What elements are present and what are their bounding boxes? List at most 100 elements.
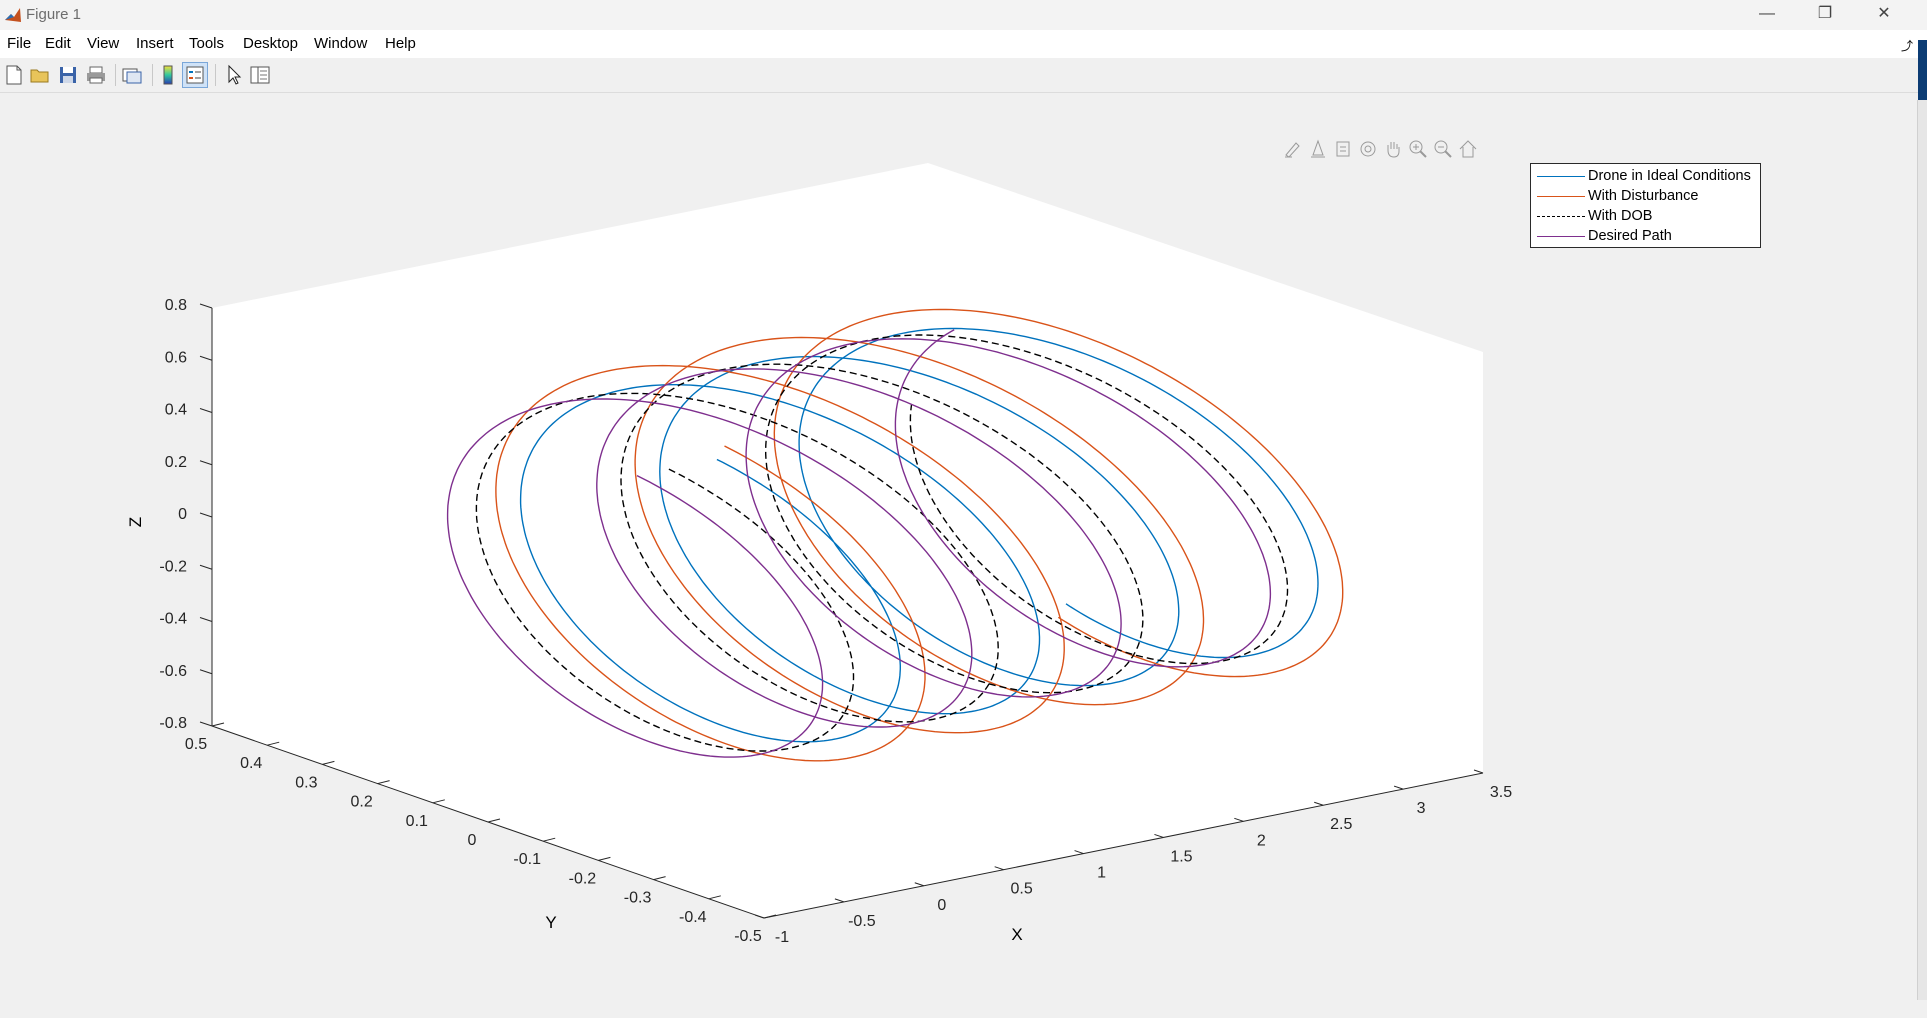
y-axis-label: Y (545, 913, 556, 932)
x-axis-label: X (1011, 925, 1022, 944)
y-tick-label: 0.5 (185, 736, 207, 753)
brush-icon[interactable] (1282, 138, 1304, 160)
z-tick-label: 0.4 (165, 402, 187, 419)
y-tick-label: -0.3 (624, 890, 652, 907)
menu-edit[interactable]: Edit (45, 35, 71, 52)
y-tick-mark (763, 914, 777, 919)
axis-ticks: -1 -0.5 0 0.5 1 1.5 2 2.5 3 3.5 -0.5 -0.4 -0.3 -0.2 -0… (159, 297, 1512, 946)
property-inspector-icon[interactable] (248, 63, 272, 87)
toolbar-separator (215, 64, 216, 86)
z-tick-mark (199, 460, 213, 466)
x-tick-mark (1473, 769, 1484, 774)
pan-icon[interactable] (1382, 138, 1404, 160)
insert-colorbar-icon[interactable] (156, 63, 180, 87)
legend-swatch-ideal (1537, 176, 1585, 177)
z-tick-label: -0.2 (159, 558, 187, 575)
legend-entry: Desired Path (1531, 226, 1760, 246)
window-edge-accent (1918, 40, 1927, 100)
x-tick-mark (1154, 833, 1164, 838)
y-tick-mark (432, 799, 445, 804)
y-tick-mark (322, 760, 335, 765)
axes-box-background (212, 163, 1483, 918)
x-tick-label: 3 (1417, 800, 1426, 817)
menu-tools[interactable]: Tools (189, 35, 225, 52)
legend-entry: With Disturbance (1531, 186, 1760, 206)
y-tick-label: -0.5 (734, 928, 762, 945)
open-file-icon[interactable] (28, 63, 52, 87)
home-icon[interactable] (1457, 138, 1479, 160)
x-tick-label: -0.5 (848, 913, 876, 930)
menu-desktop[interactable]: Desktop (243, 35, 299, 52)
insert-legend-icon[interactable] (182, 62, 208, 88)
menu-window[interactable]: Window (314, 35, 368, 52)
x-tick-mark (914, 882, 924, 887)
menu-insert[interactable]: Insert (136, 35, 174, 52)
series-line-0 (519, 327, 1319, 743)
link-plot-icon[interactable] (120, 63, 144, 87)
x-tick-mark (834, 898, 845, 903)
x-tick-label: 1.5 (1170, 848, 1192, 865)
z-tick-label: 0.2 (165, 454, 187, 471)
x-tick-label: 0.5 (1011, 881, 1033, 898)
z-tick-mark (199, 564, 213, 570)
legend-label: With Disturbance (1588, 188, 1699, 204)
x-axis-line (763, 772, 1484, 919)
y-tick-label: 0.3 (295, 774, 317, 791)
minimize-button[interactable]: — (1759, 5, 1775, 22)
restore-button[interactable]: ❐ (1817, 5, 1833, 22)
y-tick-mark (487, 818, 501, 823)
series-line-2 (475, 334, 1289, 752)
menu-help[interactable]: Help (385, 35, 416, 52)
z-tick-label: -0.8 (159, 715, 187, 732)
legend-label: With DOB (1588, 208, 1653, 224)
y-tick-label: -0.4 (679, 909, 707, 926)
x-tick-mark (1234, 817, 1244, 822)
z-tick-mark (199, 669, 213, 675)
y-tick-mark (211, 722, 225, 727)
x-tick-mark (754, 914, 765, 919)
y-tick-mark (653, 876, 666, 881)
matlab-icon (5, 8, 21, 22)
x-tick-mark (1393, 785, 1404, 790)
z-tick-label: -0.6 (159, 663, 187, 680)
legend-swatch-disturbance (1537, 196, 1585, 197)
zoom-in-icon[interactable] (1407, 138, 1429, 160)
data-tips-icon[interactable] (1307, 138, 1329, 160)
x-tick-label: 0 (937, 897, 946, 914)
z-tick-mark (199, 355, 213, 361)
legend-swatch-dob (1537, 216, 1585, 217)
toolbar-separator (115, 64, 116, 86)
z-tick-mark (199, 721, 213, 727)
figure-canvas[interactable]: -1 -0.5 0 0.5 1 1.5 2 2.5 3 3.5 -0.5 -0.4 -0.3 -0.2 -0… (0, 93, 1918, 1018)
rotate-3d-icon[interactable] (1357, 138, 1379, 160)
new-figure-icon[interactable] (2, 63, 26, 87)
x-tick-label: 3.5 (1490, 784, 1512, 801)
y-tick-label: 0.1 (406, 813, 428, 830)
y-tick-label: 0 (468, 832, 477, 849)
edit-plot-icon[interactable] (222, 63, 246, 87)
y-tick-label: -0.2 (569, 870, 597, 887)
z-tick-label: 0.8 (165, 297, 187, 314)
z-tick-mark (199, 408, 213, 413)
menu-file[interactable]: File (7, 35, 32, 52)
zoom-out-icon[interactable] (1432, 138, 1454, 160)
z-tick-label: 0 (178, 506, 187, 523)
z-tick-mark (199, 512, 213, 518)
x-tick-label: 2.5 (1330, 816, 1352, 833)
z-tick-label: 0.6 (165, 349, 187, 366)
print-icon[interactable] (84, 63, 108, 87)
legend-swatch-desired (1537, 236, 1585, 237)
save-icon[interactable] (56, 63, 80, 87)
y-tick-mark (708, 895, 721, 900)
legend[interactable]: Drone in Ideal Conditions With Disturban… (1530, 163, 1761, 248)
z-tick-mark (199, 617, 213, 622)
series-line-1 (495, 308, 1344, 762)
close-button[interactable]: ✕ (1877, 5, 1891, 22)
y-tick-mark (377, 780, 390, 785)
x-tick-label: -1 (775, 929, 789, 946)
menu-view[interactable]: View (87, 35, 120, 52)
undock-icon[interactable]: ⤴ (1900, 39, 1913, 53)
y-tick-mark (267, 741, 280, 746)
export-icon[interactable] (1332, 138, 1354, 160)
z-axis-label: Z (126, 517, 145, 527)
